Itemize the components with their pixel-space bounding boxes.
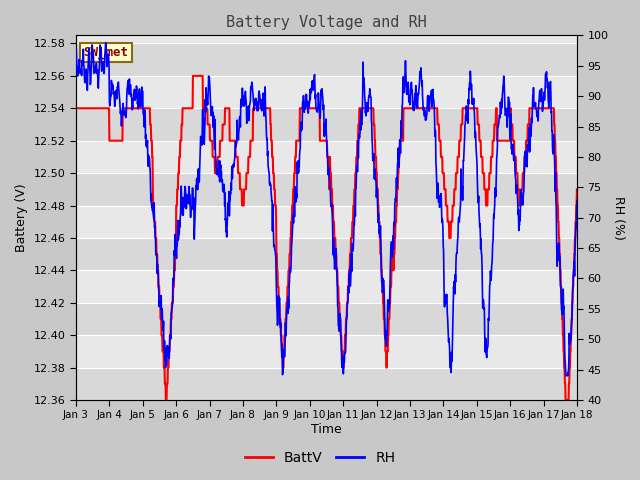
Bar [76,43,577,76]
Bar [76,368,577,400]
Title: Battery Voltage and RH: Battery Voltage and RH [226,15,427,30]
Bar [76,108,577,141]
Bar [76,76,577,108]
Bar [76,173,577,205]
Text: SW_met: SW_met [83,46,129,59]
Y-axis label: RH (%): RH (%) [612,196,625,240]
X-axis label: Time: Time [311,423,342,436]
Bar [76,238,577,270]
Bar [76,303,577,335]
Bar [76,270,577,303]
Bar [76,335,577,368]
Y-axis label: Battery (V): Battery (V) [15,183,28,252]
Legend: BattV, RH: BattV, RH [239,445,401,471]
Bar [76,205,577,238]
Bar [76,141,577,173]
